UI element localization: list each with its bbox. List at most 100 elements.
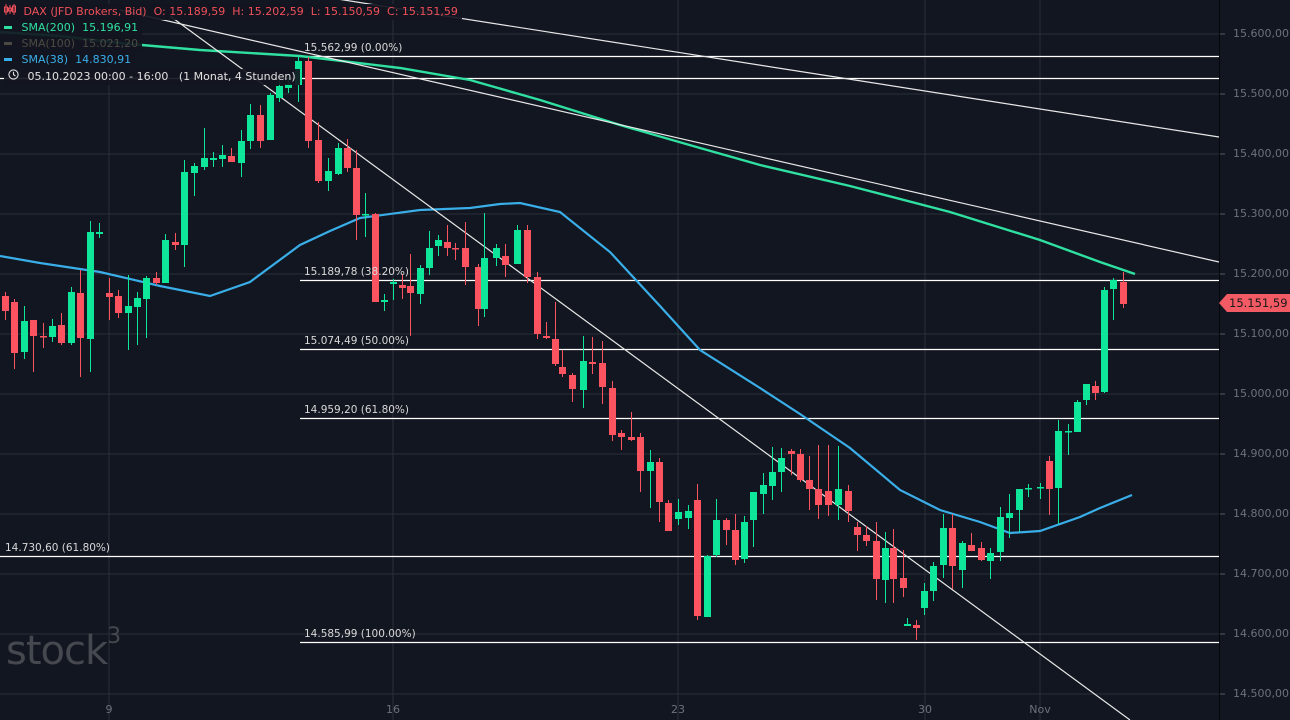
sma200-line [0,30,1136,276]
candle-down [637,437,644,471]
candle-down [106,293,113,297]
candle-down [444,242,451,248]
candle-up [930,566,937,591]
candle-down [788,451,795,454]
candle-up [1101,290,1108,392]
candle-down [399,285,406,288]
candle-down [77,293,84,338]
candle-up [675,512,682,519]
symbol-ohlc-row[interactable]: DAX (JFD Brokers, Bid) O: 15.189,59 H: 1… [0,4,462,20]
clock-icon [8,69,20,85]
candle-down [30,320,37,336]
candle-up [959,543,966,570]
sma200-legend[interactable]: SMA(200) 15.196,91 [0,20,143,36]
candle-up [435,240,442,246]
candle-up [134,298,141,307]
candle-down [815,489,822,505]
candle-up [493,248,500,258]
candle-up [96,232,103,234]
candle-up [381,300,388,302]
trendline [339,0,1220,138]
candle-down [890,548,897,579]
ohlc-open: O: 15.189,59 [153,5,226,18]
candle-down [694,500,701,616]
date-range-row[interactable]: 05.10.2023 00:00 - 16:00 (1 Monat, 4 Stu… [4,69,300,85]
candle-down [968,545,975,551]
time-axis-label: 16 [386,703,400,716]
candle-up [426,248,433,268]
fibonacci-level-label: 15.074,49 (50.00%) [304,334,410,347]
candle-up [325,171,332,181]
candle-up [162,240,169,283]
candle-down [153,278,160,283]
candle-down [913,625,920,628]
candle-up [181,172,188,245]
sma100-legend[interactable]: SMA(100) 15.021,20 [0,36,143,52]
candle-down [344,148,351,168]
candle-up [1110,280,1117,289]
candle-down [609,388,616,435]
candle-down [372,214,379,302]
trendline [169,15,1131,720]
price-axis-label: 15.400,00 [1233,147,1289,160]
candle-down [172,242,179,245]
price-axis-label: 14.600,00 [1233,627,1289,640]
candle-down [806,480,813,489]
candle-up [276,86,283,98]
price-axis-label: 15.600,00 [1233,27,1289,40]
candle-up [201,158,208,167]
sma100-swatch-icon [4,41,12,45]
last-price-tag: 15.151,59 [1219,294,1290,312]
fibonacci-level-label: 14.959,20 (61.80%) [304,403,410,416]
candle-up [219,155,226,159]
candle-up [1006,513,1013,518]
candle-up [210,158,217,160]
price-axis-label: 14.700,00 [1233,567,1289,580]
candle-up [921,591,928,608]
candle-up [647,462,654,471]
candle-up [1025,488,1032,490]
candle-up [21,321,28,352]
time-axis-label: Nov [1029,703,1051,716]
candle-down [854,527,861,535]
candle-up [143,278,150,299]
candle-down [1092,386,1099,393]
candle-up [1083,384,1090,400]
candle-down [452,248,459,250]
candle-down [732,530,739,560]
candle-up [49,326,56,337]
candle-down [462,248,469,267]
price-axis-label: 15.500,00 [1233,87,1289,100]
sma38-legend[interactable]: SMA(38) 14.830,91 [0,52,136,68]
candle-up [191,166,198,173]
time-axis-label: 23 [671,703,685,716]
candle-up [1055,431,1062,488]
ohlc-close: C: 15.151,59 [387,5,458,18]
candle-down [618,433,625,437]
candle-down [502,256,509,265]
candlestick-icon [4,4,16,20]
candle-up [685,511,692,518]
candle-up [514,230,521,264]
time-axis-label: 30 [918,703,932,716]
trendline [119,9,1220,263]
candle-down [797,454,804,480]
candle-down [628,437,635,440]
candle-down [665,503,672,531]
candle-down [949,528,956,566]
ohlc-low: L: 15.150,59 [310,5,381,18]
candle-down [543,336,550,338]
candle-down [11,302,18,353]
candle-up [713,520,720,555]
candle-down [900,578,907,588]
candle-up [335,148,342,174]
fibonacci-level-label: 15.189,78 (38.20%) [304,265,410,278]
candle-down [257,115,264,141]
fibonacci-level-label: 15.562,99 (0.00%) [304,41,403,54]
stock3-watermark-logo: stock3 [6,624,121,674]
candle-up [997,517,1004,552]
candle-down [723,520,730,530]
candle-down [40,336,47,338]
candle-up [750,492,757,520]
